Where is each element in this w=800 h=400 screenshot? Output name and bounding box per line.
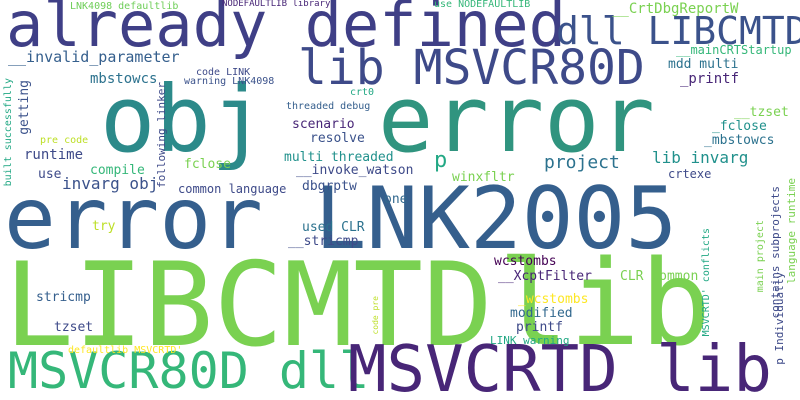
word-main-project: main project <box>755 220 766 293</box>
word-invoke-watson: __invoke_watson <box>296 163 414 178</box>
word-pre-code: pre code <box>40 135 89 146</box>
word-msvcrtd-conflicts: MSVCRTD' conflicts <box>701 228 712 337</box>
word-one: one <box>384 192 408 207</box>
word-used-clr: used CLR <box>302 220 365 235</box>
word-modified: modified <box>510 306 573 321</box>
word-xcptfilter: __XcptFilter <box>498 269 592 284</box>
word-wcstombs: wcstombs <box>494 254 557 269</box>
word-maincrtstartup: __mainCRTStartup <box>676 43 792 57</box>
word-dbgrptw: dbgrptw <box>302 179 357 194</box>
word-mbstowcs-underscore: _mbstowcs <box>704 133 775 148</box>
word-stricmp-underscore: __stricmp <box>288 234 359 249</box>
word-crt0: crt0 <box>350 87 375 98</box>
word-use-nodefaultlib: use NODEFAULTLIB <box>434 0 531 10</box>
word-mdd-multi: mdd multi <box>668 57 739 72</box>
word-lib: lib <box>498 234 712 372</box>
word-msvcrtd-lib: MSVCRTD lib <box>348 333 772 400</box>
word-wcstombs-underscore: _wcstombs <box>518 292 589 307</box>
word-language-runtime: language runtime <box>785 178 798 284</box>
word-invalid-parameter: __invalid_parameter <box>8 48 180 66</box>
word-msvcr80d-dll: MSVCR80D dll <box>8 342 370 400</box>
word-stricmp: stricmp <box>36 290 91 305</box>
word-p: p <box>434 148 448 173</box>
word-built-successfully: built successfully <box>3 78 14 187</box>
word-resolve: resolve <box>310 131 365 146</box>
word-multi-threaded: multi threaded <box>284 150 394 165</box>
word-crtdbgreportw: __CrtDbgReportW <box>612 1 739 17</box>
word-fclose-underscore: _fclose <box>712 119 767 134</box>
word-printf: printf <box>516 320 563 335</box>
word-common-language: common language <box>178 182 287 196</box>
word-p-individually: p Individually <box>773 272 786 365</box>
word-defaultlib-msvcrtd: defaultlib MSVCRTD' <box>68 345 183 356</box>
word-project: project <box>544 152 620 173</box>
word-runtime: runtime <box>24 147 84 163</box>
word-mbstowcs: mbstowcs <box>90 71 158 87</box>
word-error-lnk2005: error LNK2005 <box>4 169 678 269</box>
word-try: try <box>92 219 116 234</box>
word-warning-lnk4098: warning LNK4098 <box>184 76 275 87</box>
word-crtexe: crtexe <box>668 167 712 181</box>
word-winxfltr: winxfltr <box>452 170 515 185</box>
word-code-pre: code pre <box>371 296 380 335</box>
word-tzset: tzset <box>54 320 94 335</box>
word-lib-msvcr80d: lib MSVCR80D <box>298 40 645 96</box>
word-link-warning: LINK warning <box>490 334 570 347</box>
word-scenario: scenario <box>292 117 355 132</box>
word-use: use <box>38 167 62 182</box>
word-nodefaultlib-library: NODEFAULTLIB library <box>222 0 331 9</box>
word-lib-invarg: lib invarg <box>652 148 749 167</box>
word-libcmtd: LIBCMTD <box>4 238 493 373</box>
word-clr-common: CLR common <box>620 269 699 284</box>
word-error: error <box>378 66 655 173</box>
word-compile: compile <box>90 163 145 178</box>
word-invarg-obj: invarg obj <box>62 174 159 193</box>
word-lnk4098-defaultlib: LNK4098 defaultlib <box>70 1 179 12</box>
word-fclose: fclose <box>184 157 231 172</box>
word-dll-libcmtd: dll LIBCMTD <box>556 9 800 53</box>
word-code-link: code LINK <box>196 67 251 78</box>
word-tzset-underscore: __tzset <box>734 105 789 120</box>
word-getting: getting <box>17 80 32 135</box>
word-printf-underscore: _printf <box>680 71 740 87</box>
word-obj: obj <box>100 66 267 173</box>
word-following-linker: following linker <box>155 82 168 188</box>
word-threaded-debug: threaded debug <box>286 101 371 112</box>
word-already-defined: already defined <box>6 0 566 61</box>
